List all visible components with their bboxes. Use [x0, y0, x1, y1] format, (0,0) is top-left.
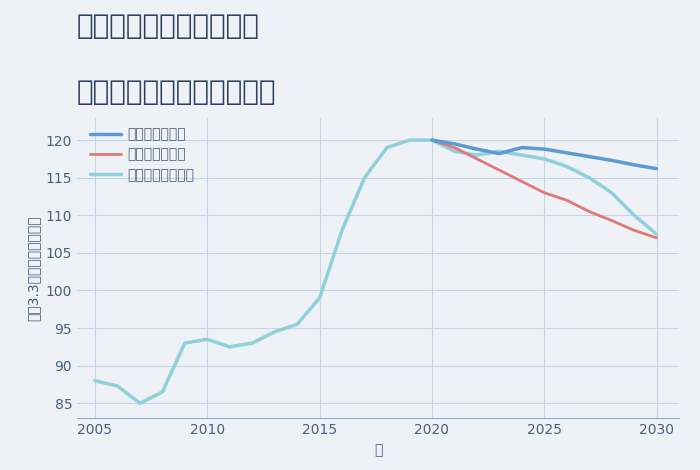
グッドシナリオ — [450, 141, 459, 147]
Line: バッドシナリオ: バッドシナリオ — [432, 140, 657, 238]
Line: ノーマルシナリオ: ノーマルシナリオ — [95, 140, 657, 403]
ノーマルシナリオ — [563, 164, 571, 169]
バッドシナリオ — [652, 235, 661, 241]
ノーマルシナリオ — [248, 340, 256, 346]
Line: グッドシナリオ: グッドシナリオ — [432, 140, 657, 169]
ノーマルシナリオ — [136, 400, 144, 406]
グッドシナリオ — [563, 150, 571, 156]
ノーマルシナリオ — [540, 156, 548, 162]
Text: 兵庫県姫路市市之郷町の: 兵庫県姫路市市之郷町の — [77, 12, 260, 40]
ノーマルシナリオ — [450, 149, 459, 154]
グッドシナリオ — [473, 146, 481, 152]
バッドシナリオ — [517, 179, 526, 184]
ノーマルシナリオ — [383, 145, 391, 150]
グッドシナリオ — [428, 137, 436, 143]
ノーマルシナリオ — [338, 227, 346, 233]
グッドシナリオ — [630, 162, 638, 168]
ノーマルシナリオ — [181, 340, 189, 346]
バッドシナリオ — [428, 137, 436, 143]
グッドシナリオ — [540, 146, 548, 152]
Text: 中古マンションの価格推移: 中古マンションの価格推移 — [77, 78, 276, 106]
ノーマルシナリオ — [405, 137, 414, 143]
ノーマルシナリオ — [158, 389, 167, 395]
ノーマルシナリオ — [495, 149, 503, 154]
ノーマルシナリオ — [652, 231, 661, 237]
グッドシナリオ — [495, 151, 503, 157]
X-axis label: 年: 年 — [374, 443, 382, 457]
ノーマルシナリオ — [293, 321, 301, 327]
バッドシナリオ — [630, 227, 638, 233]
バッドシナリオ — [495, 167, 503, 173]
ノーマルシナリオ — [270, 329, 279, 335]
ノーマルシナリオ — [428, 137, 436, 143]
ノーマルシナリオ — [360, 175, 369, 180]
ノーマルシナリオ — [473, 152, 481, 158]
ノーマルシナリオ — [608, 190, 616, 196]
バッドシナリオ — [450, 145, 459, 150]
ノーマルシナリオ — [91, 378, 99, 384]
バッドシナリオ — [540, 190, 548, 196]
Legend: グッドシナリオ, バッドシナリオ, ノーマルシナリオ: グッドシナリオ, バッドシナリオ, ノーマルシナリオ — [90, 127, 195, 182]
ノーマルシナリオ — [585, 175, 594, 180]
グッドシナリオ — [608, 157, 616, 163]
グッドシナリオ — [517, 145, 526, 150]
バッドシナリオ — [473, 156, 481, 162]
バッドシナリオ — [563, 197, 571, 203]
ノーマルシナリオ — [316, 295, 324, 301]
バッドシナリオ — [608, 218, 616, 223]
グッドシナリオ — [652, 166, 661, 172]
Y-axis label: 坪（3.3㎡）単価（万円）: 坪（3.3㎡）単価（万円） — [26, 215, 40, 321]
ノーマルシナリオ — [517, 152, 526, 158]
ノーマルシナリオ — [630, 212, 638, 218]
バッドシナリオ — [585, 209, 594, 214]
グッドシナリオ — [585, 154, 594, 159]
ノーマルシナリオ — [113, 383, 122, 389]
ノーマルシナリオ — [225, 344, 234, 350]
ノーマルシナリオ — [203, 337, 211, 342]
